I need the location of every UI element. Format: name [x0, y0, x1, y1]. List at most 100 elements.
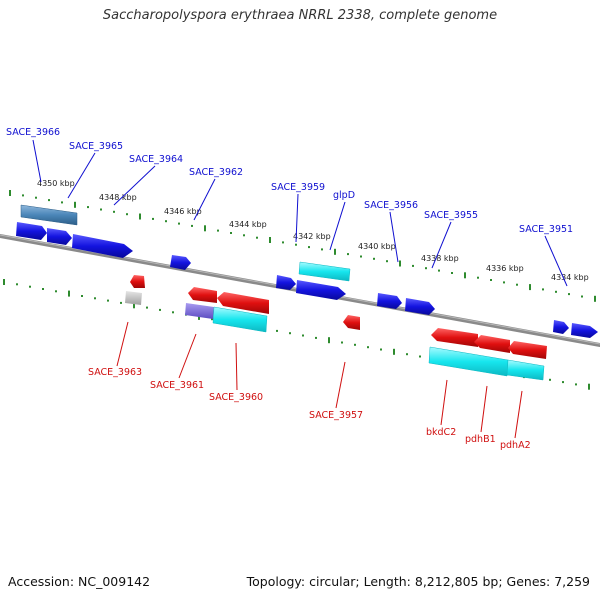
scale-tick [295, 243, 297, 246]
gene-label-glpd[interactable]: glpD [333, 190, 355, 201]
gene-sace-3963[interactable] [130, 275, 145, 288]
scale-tick [386, 260, 388, 263]
gene-sace-3960[interactable] [217, 292, 269, 314]
scale-tick [48, 199, 50, 202]
gene-sace-3965[interactable] [47, 228, 72, 245]
scale-tick [425, 267, 427, 270]
feature-bkdc2-cyan[interactable] [428, 346, 509, 377]
scale-tick [113, 210, 115, 213]
scale-tick [594, 295, 596, 302]
scale-tick [529, 284, 531, 291]
gene-pdha2[interactable] [508, 341, 547, 359]
scale-tick [269, 237, 271, 243]
scale-tick [328, 337, 330, 344]
gene-sace-3955[interactable] [405, 298, 435, 315]
scale-tick [321, 248, 323, 251]
scale-tick [289, 332, 291, 335]
scale-tick [100, 208, 102, 211]
scale-tick [165, 220, 167, 223]
gene-sace-3956[interactable] [377, 293, 402, 309]
gene-sace-3966[interactable] [16, 222, 47, 240]
genome-stats-text: Topology: circular; Length: 8,212,805 bp… [246, 574, 590, 589]
gene-sace-3957[interactable] [343, 315, 360, 330]
gene-sace-3964[interactable] [72, 234, 133, 258]
scale-tick [9, 190, 11, 196]
gene-label-sace-3951[interactable]: SACE_3951 [519, 224, 573, 235]
scale-tick [451, 272, 453, 274]
feature-pdha2-cyan[interactable] [506, 359, 545, 381]
scale-tick [542, 288, 544, 291]
scale-tick [373, 257, 375, 260]
feature-sace-3963-gray[interactable] [125, 291, 142, 305]
gene-label-sace-3962[interactable]: SACE_3962 [189, 167, 243, 178]
scale-label: 4344 kbp [229, 220, 267, 229]
scale-label: 4342 kbp [293, 232, 331, 241]
scale-tick [68, 290, 70, 297]
scale-labels: 4350 kbp 4348 kbp 4346 kbp 4344 kbp 4342… [37, 179, 589, 282]
forward-leader-lines [32, 139, 568, 287]
scale-tick [360, 255, 362, 258]
scale-tick [230, 232, 232, 234]
scale-tick [588, 383, 590, 390]
scale-tick [562, 381, 564, 384]
scale-label: 4338 kbp [421, 254, 459, 263]
gene-label-bkdc2[interactable]: bkdC2 [426, 427, 456, 438]
scale-tick [308, 246, 310, 249]
gene-label-sace-3957[interactable]: SACE_3957 [309, 410, 363, 421]
gene-sace-3962[interactable] [170, 255, 191, 270]
scale-label: 4336 kbp [486, 264, 524, 273]
scale-tick [302, 334, 304, 337]
scale-tick [204, 225, 206, 232]
scale-tick [81, 295, 83, 297]
gene-sace-3951-a[interactable] [553, 320, 569, 334]
scale-tick [549, 378, 551, 381]
reverse-features [125, 275, 547, 381]
gene-bkdc2[interactable] [431, 328, 478, 347]
scale-tick [256, 236, 258, 239]
scale-tick [419, 355, 421, 358]
gene-label-sace-3961[interactable]: SACE_3961 [150, 380, 204, 391]
gene-label-sace-3960[interactable]: SACE_3960 [209, 392, 263, 403]
gene-label-pdhb1[interactable]: pdhB1 [465, 434, 496, 445]
gene-label-sace-3956[interactable]: SACE_3956 [364, 200, 418, 211]
scale-label: 4350 kbp [37, 179, 75, 188]
scale-tick [477, 276, 479, 279]
gene-label-sace-3955[interactable]: SACE_3955 [424, 210, 478, 221]
scale-label: 4348 kbp [99, 193, 137, 202]
gene-label-pdha2[interactable]: pdhA2 [500, 440, 531, 451]
gene-label-sace-3959[interactable]: SACE_3959 [271, 182, 325, 193]
scale-tick [217, 229, 219, 232]
reverse-leader-lines [116, 321, 523, 439]
feature-sace-3960-cyan[interactable] [212, 306, 268, 333]
feature-sace-3961-purple[interactable] [185, 303, 214, 319]
scale-tick [42, 288, 44, 290]
scale-tick [3, 279, 5, 285]
scale-tick [341, 341, 343, 344]
scale-tick [347, 253, 349, 256]
scale-label: 4334 kbp [551, 273, 589, 282]
gene-label-sace-3966[interactable]: SACE_3966 [6, 127, 60, 138]
scale-tick [94, 297, 96, 300]
scale-tick [22, 194, 24, 197]
scale-tick [516, 283, 518, 286]
scale-tick [172, 311, 174, 314]
gene-sace-3951-b[interactable] [571, 323, 598, 338]
gene-sace-3961[interactable] [188, 287, 217, 303]
gene-sace-3959[interactable] [276, 275, 296, 290]
scale-tick [107, 299, 109, 302]
scale-tick [438, 269, 440, 272]
gene-label-sace-3964[interactable]: SACE_3964 [129, 154, 183, 165]
gene-label-sace-3965[interactable]: SACE_3965 [69, 141, 123, 152]
feature-glpd-cyan[interactable] [298, 261, 351, 282]
scale-tick [146, 306, 148, 309]
scale-tick [211, 318, 213, 321]
gene-label-sace-3963[interactable]: SACE_3963 [88, 367, 142, 378]
gene-glpd[interactable] [296, 280, 346, 300]
scale-tick [393, 348, 395, 355]
feature-steel-block[interactable] [20, 204, 78, 226]
scale-tick [568, 293, 570, 296]
scale-tick [55, 290, 57, 293]
scale-tick [399, 260, 401, 267]
gene-pdhb1[interactable] [474, 335, 510, 353]
